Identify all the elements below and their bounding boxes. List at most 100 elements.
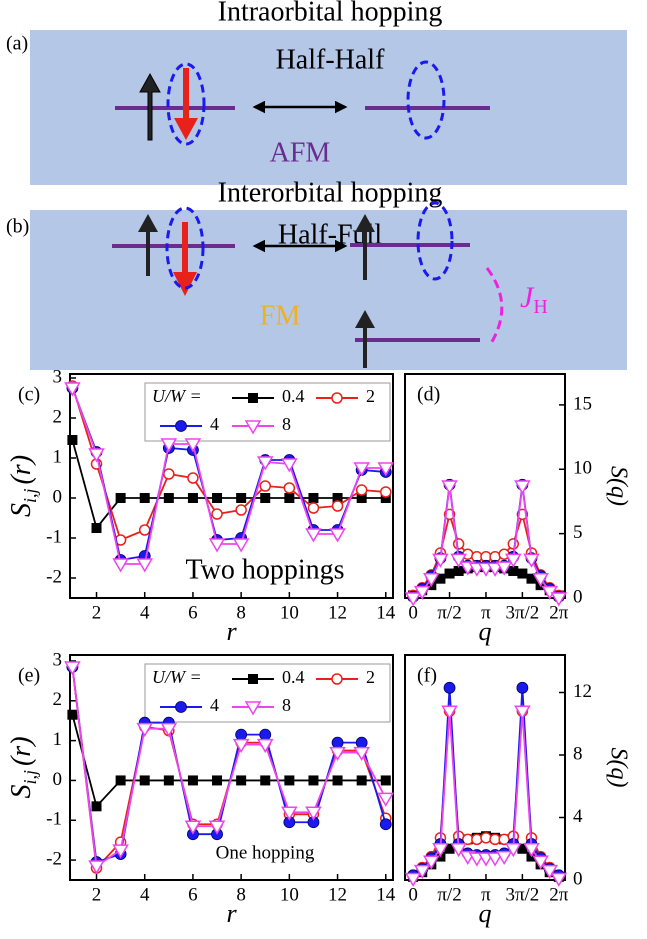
- y-tick-label: 10: [573, 458, 592, 479]
- data-point: [486, 852, 504, 867]
- data-point: [256, 456, 274, 471]
- y-axis-label: S(q): [605, 466, 631, 506]
- y-tick-label: 3: [53, 649, 63, 670]
- orbital-diagram: [115, 60, 490, 146]
- argument: (r): [6, 455, 37, 485]
- x-tick-label: 12: [328, 602, 347, 623]
- legend-title: U/W =: [152, 667, 202, 687]
- data-point: [450, 553, 467, 568]
- data-point: [235, 728, 248, 741]
- panel-label: (b): [6, 216, 29, 238]
- data-point: [236, 493, 247, 503]
- data-point: [88, 860, 105, 875]
- data-point: [91, 801, 102, 812]
- legend-title: U/W =: [152, 386, 202, 406]
- x-tick-label: 6: [188, 884, 198, 905]
- data-point: [480, 832, 492, 844]
- legend-marker: [331, 392, 343, 404]
- data-point: [160, 722, 178, 738]
- data-point: [356, 775, 367, 786]
- x-tick-label: 6: [188, 602, 198, 623]
- data-point: [112, 558, 129, 573]
- data-point: [441, 705, 458, 720]
- data-point: [453, 565, 464, 576]
- x-tick-label: 0: [408, 602, 418, 623]
- data-point: [450, 843, 467, 858]
- data-point: [281, 458, 298, 473]
- x-tick-label: 3π/2: [505, 602, 539, 623]
- data-point: [91, 523, 102, 533]
- diagram-title: Intraorbital hopping: [218, 0, 443, 27]
- data-point: [67, 435, 78, 445]
- diagram-title: Interorbital hopping: [218, 177, 443, 208]
- data-point: [329, 528, 346, 543]
- data-point: [208, 538, 226, 553]
- data-point: [284, 493, 295, 503]
- y-tick-label: -2: [46, 566, 62, 587]
- x-axis-label: q: [479, 899, 492, 928]
- legend-label: 4: [210, 695, 219, 715]
- x-tick-label: 14: [376, 884, 396, 905]
- x-tick-label: 8: [236, 884, 246, 905]
- data-point: [423, 855, 440, 870]
- legend-box: [144, 663, 391, 723]
- data-point: [532, 855, 549, 870]
- data-point: [236, 775, 247, 786]
- hund-coupling: JH: [520, 281, 548, 318]
- series-line: [71, 666, 387, 868]
- data-point: [432, 553, 449, 568]
- data-point: [283, 482, 296, 494]
- data-point: [232, 538, 250, 553]
- data-point: [413, 864, 431, 880]
- data-point: [331, 736, 344, 749]
- panel-label: (c): [18, 384, 40, 406]
- y-tick-label: 1: [53, 446, 63, 467]
- x-tick-label: 4: [140, 602, 150, 623]
- y-tick-label: 3: [53, 366, 63, 387]
- x-tick-label: 8: [236, 602, 246, 623]
- x-tick-label: 3π/2: [505, 884, 539, 905]
- data-point: [516, 681, 529, 694]
- data-point: [550, 592, 568, 607]
- annotation: Two hoppings: [185, 554, 344, 585]
- data-point: [64, 382, 81, 397]
- data-point: [514, 705, 531, 720]
- panel-label: (a): [6, 33, 28, 55]
- data-point: [486, 562, 504, 577]
- data-point: [404, 592, 422, 607]
- x-tick-label: 2π: [549, 602, 569, 623]
- data-point: [377, 792, 395, 807]
- order-label: AFM: [270, 137, 331, 168]
- series-line: [71, 714, 386, 809]
- x-tick-label: 0: [408, 884, 418, 905]
- data-point: [308, 775, 319, 786]
- data-point: [423, 572, 440, 588]
- data-point: [88, 448, 105, 463]
- panel-label: (f): [417, 665, 437, 687]
- data-point: [284, 775, 295, 786]
- y-tick-label: 15: [573, 393, 592, 414]
- data-point: [517, 843, 528, 854]
- diagram-box: [30, 210, 627, 370]
- data-point: [443, 681, 456, 694]
- legend-marker: [244, 701, 262, 716]
- x-tick-label: 2: [92, 602, 102, 623]
- y-tick-label: 0: [53, 486, 63, 507]
- data-point: [471, 833, 483, 846]
- data-point: [235, 504, 247, 516]
- data-point: [332, 493, 343, 503]
- data-point: [139, 775, 150, 786]
- data-point: [380, 486, 392, 498]
- symbol: S: [6, 503, 37, 517]
- data-point: [331, 500, 344, 512]
- data-point: [435, 573, 446, 584]
- x-axis-label: r: [226, 899, 237, 928]
- data-point: [115, 775, 126, 786]
- data-point: [452, 538, 465, 550]
- data-point: [260, 493, 271, 503]
- data-point: [355, 736, 368, 749]
- data-point: [504, 553, 522, 568]
- y-tick-label: 12: [573, 681, 592, 702]
- data-point: [550, 872, 568, 887]
